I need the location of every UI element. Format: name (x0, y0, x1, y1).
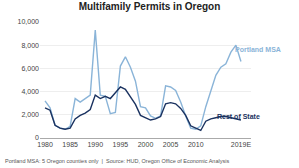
svg-text:2019E: 2019E (231, 141, 252, 148)
svg-text:2000: 2000 (138, 141, 154, 148)
svg-text:4,000: 4,000 (21, 88, 39, 95)
svg-text:0: 0 (35, 134, 39, 141)
svg-text:Multifamily Permits in Oregon: Multifamily Permits in Oregon (79, 1, 221, 12)
svg-text:10,000: 10,000 (18, 18, 40, 25)
svg-text:1980: 1980 (37, 141, 53, 148)
svg-text:2010: 2010 (188, 141, 204, 148)
svg-text:1990: 1990 (87, 141, 103, 148)
svg-text:Portland MSA: Portland MSA (235, 46, 281, 53)
svg-text:Portland MSA: 5 Oregon countie: Portland MSA: 5 Oregon counties only | S… (5, 158, 229, 164)
svg-text:1985: 1985 (62, 141, 78, 148)
svg-text:Rest of State: Rest of State (217, 113, 260, 120)
svg-text:6,000: 6,000 (21, 65, 39, 72)
svg-text:8,000: 8,000 (21, 42, 39, 49)
svg-text:1995: 1995 (113, 141, 129, 148)
svg-text:2005: 2005 (163, 141, 179, 148)
svg-text:2,000: 2,000 (21, 111, 39, 118)
